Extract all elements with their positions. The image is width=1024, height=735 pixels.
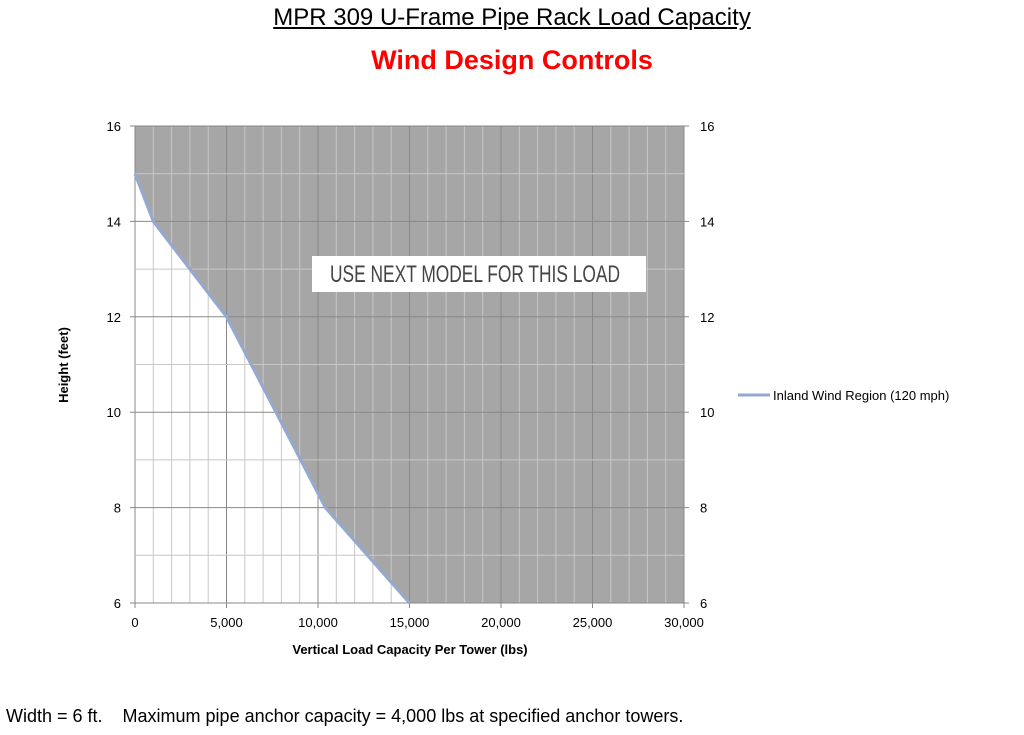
annotation-text: USE NEXT MODEL FOR THIS LOAD — [330, 261, 620, 288]
x-tick-label: 25,000 — [573, 615, 613, 630]
x-tick-label: 30,000 — [664, 615, 704, 630]
y-tick-label: 8 — [114, 501, 121, 516]
y2-tick-label: 10 — [700, 405, 714, 420]
y-tick-label: 6 — [114, 596, 121, 611]
y2-tick-label: 16 — [700, 119, 714, 134]
x-tick-label: 10,000 — [298, 615, 338, 630]
x-tick-label: 20,000 — [481, 615, 521, 630]
annotation-box — [312, 256, 646, 292]
legend-label: Inland Wind Region (120 mph) — [773, 388, 949, 403]
y-tick-label: 12 — [107, 310, 121, 325]
x-axis-label: Vertical Load Capacity Per Tower (lbs) — [292, 642, 527, 657]
y-tick-label: 14 — [107, 214, 121, 229]
y2-tick-label: 14 — [700, 214, 714, 229]
chart-title: MPR 309 U-Frame Pipe Rack Load Capacity — [273, 4, 751, 31]
y-tick-label: 10 — [107, 405, 121, 420]
x-tick-label: 15,000 — [390, 615, 430, 630]
series-line — [133, 173, 411, 604]
y2-tick-label: 12 — [700, 310, 714, 325]
chart: 0 5,000 10,000 15,000 20,000 25,000 30,000 6 8 10… — [56, 119, 949, 657]
x-tick-label: 5,000 — [210, 615, 243, 630]
x-tick-label: 0 — [131, 615, 138, 630]
y2-tick-label: 6 — [700, 596, 707, 611]
y-axis-label: Height (feet) — [56, 327, 71, 403]
y2-tick-label: 8 — [700, 501, 707, 516]
y-tick-label: 16 — [107, 119, 121, 134]
chart-subtitle: Wind Design Controls — [371, 45, 653, 75]
footer-note: Width = 6 ft. Maximum pipe anchor capaci… — [6, 706, 684, 726]
